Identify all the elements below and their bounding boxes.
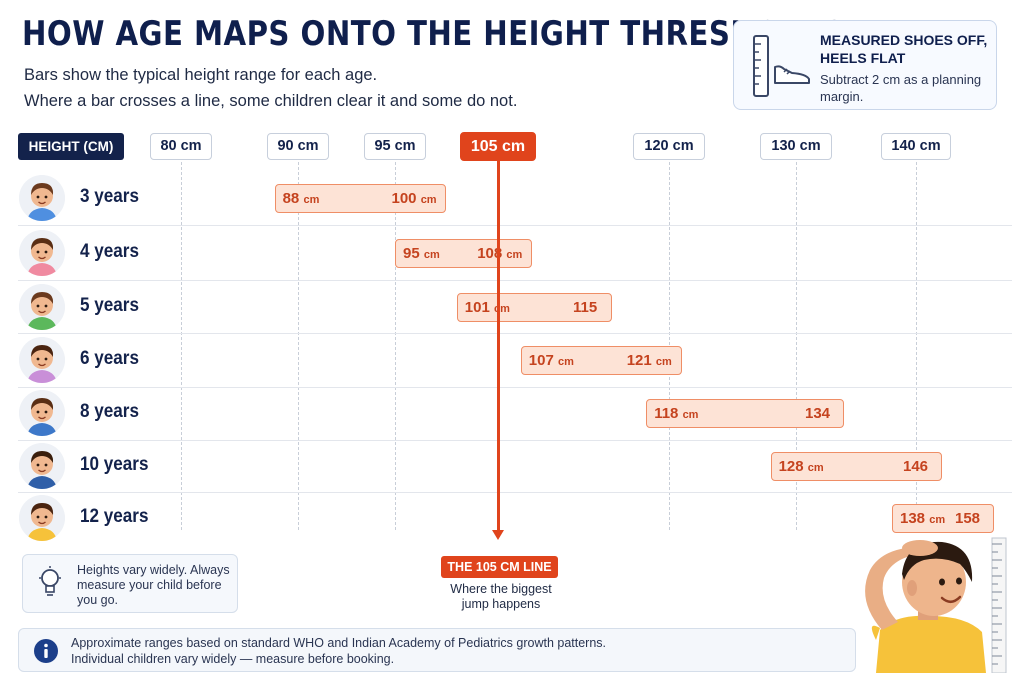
- gridline: [395, 162, 396, 530]
- x-tick-label: 120 cm: [633, 133, 705, 160]
- age-label: 8 years: [80, 401, 139, 422]
- x-tick-label: 130 cm: [760, 133, 832, 160]
- x-tick-label: 140 cm: [881, 133, 951, 160]
- x-tick-label: 80 cm: [150, 133, 212, 160]
- age-label: 12 years: [80, 506, 149, 527]
- x-tick-label: 90 cm: [267, 133, 329, 160]
- row-divider: [18, 492, 1012, 493]
- lightbulb-icon: [39, 566, 61, 596]
- range-low-label: 107 cm: [528, 352, 574, 369]
- range-high-label: 158: [955, 510, 981, 527]
- range-low-label: 128 cm: [778, 458, 824, 475]
- child-avatar-icon: [19, 443, 65, 489]
- age-label: 10 years: [80, 454, 149, 475]
- threshold-line-105: [497, 161, 500, 537]
- measurement-note: MEASURED SHOES OFF, HEELS FLAT Subtract …: [733, 20, 997, 110]
- range-high-label: 108 cm: [477, 245, 523, 262]
- child-avatar-icon: [19, 230, 65, 276]
- note-body: Subtract 2 cm as a planning margin.: [820, 72, 982, 104]
- row-divider: [18, 387, 1012, 388]
- tip-text: Heights vary widely. Always measure your…: [77, 563, 230, 607]
- age-label: 6 years: [80, 348, 139, 369]
- axis-label: HEIGHT (CM): [18, 133, 124, 160]
- ruler-icon: [753, 35, 769, 97]
- shoe-icon: [774, 65, 810, 84]
- child-avatar-icon: [19, 284, 65, 330]
- age-label: 4 years: [80, 241, 139, 262]
- range-low-label: 138 cm: [900, 510, 946, 527]
- range-high-label: 121 cm: [626, 352, 672, 369]
- tip-box: Heights vary widely. Always measure your…: [22, 554, 238, 613]
- child-avatar-icon: [19, 495, 65, 541]
- source-line-2: Individual children vary widely — measur…: [71, 652, 395, 666]
- row-divider: [18, 333, 1012, 334]
- range-bar: 118 cm 134: [646, 399, 844, 428]
- child-avatar-icon: [19, 390, 65, 436]
- range-bar: 138 cm 158: [892, 504, 994, 533]
- subtitle-line-2: Where a bar crosses a line, some childre…: [24, 92, 518, 110]
- row-divider: [18, 280, 1012, 281]
- threshold-caption: Where the biggest jump happens: [450, 582, 552, 611]
- gridline: [916, 162, 917, 530]
- x-tick-label: 95 cm: [364, 133, 426, 160]
- range-high-label: 134: [804, 405, 831, 422]
- child-measuring-illustration: [865, 537, 1007, 673]
- range-bar: 101 cm 115: [456, 293, 612, 322]
- threshold-tag: THE 105 CM LINE: [441, 556, 558, 578]
- note-title: MEASURED SHOES OFF, HEELS FLAT: [820, 32, 988, 66]
- gridline: [181, 162, 182, 530]
- x-tick-label: 105 cm: [460, 132, 536, 161]
- range-low-label: 95 cm: [403, 245, 440, 262]
- range-bar: 95 cm 108 cm: [395, 239, 533, 268]
- source-line-1: Approximate ranges based on standard WHO…: [71, 636, 607, 650]
- age-label: 3 years: [80, 186, 139, 207]
- gridline: [298, 162, 299, 530]
- range-high-label: 100 cm: [391, 190, 437, 207]
- age-label: 5 years: [80, 295, 139, 316]
- range-bar: 107 cm 121 cm: [520, 346, 682, 375]
- range-low-label: 118 cm: [654, 405, 699, 422]
- child-avatar-icon: [19, 175, 65, 221]
- child-avatar-icon: [19, 337, 65, 383]
- gridline: [796, 162, 797, 530]
- row-divider: [18, 440, 1012, 441]
- range-high-label: 146: [902, 458, 929, 475]
- threshold-arrow: [492, 530, 504, 540]
- source-note: Approximate ranges based on standard WHO…: [18, 628, 856, 672]
- info-icon: [34, 639, 58, 663]
- range-low-label: 88 cm: [282, 190, 320, 207]
- row-divider: [18, 225, 1012, 226]
- page-title: HOW AGE MAPS ONTO THE HEIGHT THRESHOLDS: [22, 14, 846, 54]
- range-bar: 88 cm 100 cm: [274, 184, 447, 213]
- range-bar: 128 cm 146: [770, 452, 942, 481]
- range-low-label: 101 cm: [464, 299, 510, 316]
- subtitle-line-1: Bars show the typical height range for e…: [24, 66, 378, 84]
- range-high-label: 115: [572, 299, 598, 316]
